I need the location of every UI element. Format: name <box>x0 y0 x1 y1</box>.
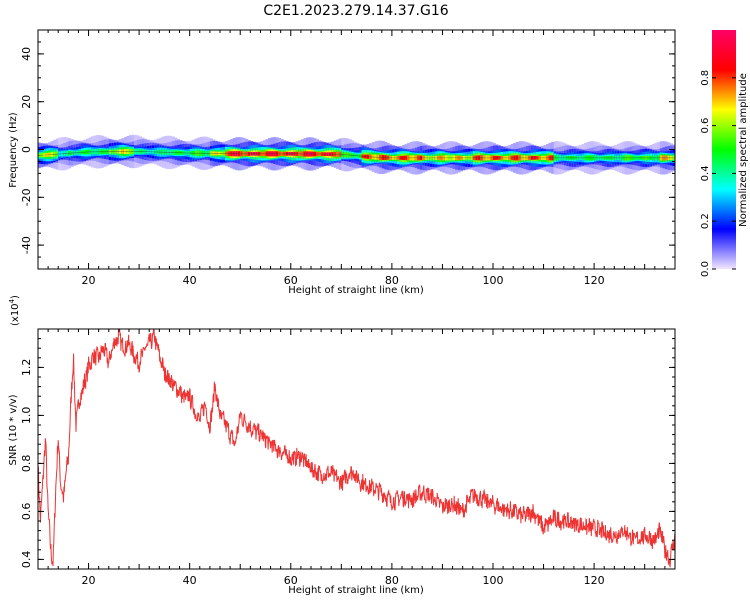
snr-ytick-label: 1.2 <box>20 359 33 377</box>
spectrogram-ytick-label: 40 <box>20 47 33 61</box>
colorbar-tick-label: 0.4 <box>700 165 711 181</box>
spectrogram-axis-ticks: 20 40 60 80 100 120 -40 -20 0 20 40 <box>20 29 676 287</box>
spectrogram-xlabel: Height of straight line (km) <box>288 285 424 296</box>
spectrogram-ylabel: Frequency (Hz) <box>8 112 19 188</box>
spectrogram-xtick-label: 100 <box>483 274 504 287</box>
snr-ytick-label: 0.4 <box>20 551 33 569</box>
colorbar-tick-label: 0.0 <box>700 261 711 277</box>
spectrogram-heatmap <box>38 134 675 175</box>
spectrogram-ytick-label: 0 <box>20 146 33 153</box>
spectrogram-xtick-label: 80 <box>385 274 399 287</box>
spectrogram-xtick-label: 120 <box>584 274 605 287</box>
snr-ytick-label: 0.6 <box>20 503 33 521</box>
colorbar-label: Normalized spectral amplitude <box>738 73 749 227</box>
snr-xtick-label: 40 <box>183 574 197 587</box>
figure-title: C2E1.2023.279.14.37.G16 <box>263 3 448 19</box>
colorbar: 0.0 0.2 0.4 0.6 0.8 Normalized spectral ampl… <box>700 30 749 277</box>
snr-xtick-label: 60 <box>284 574 298 587</box>
colorbar-gradient <box>712 30 736 269</box>
snr-xtick-label: 120 <box>584 574 605 587</box>
spectrogram-ytick-label: 20 <box>20 95 33 109</box>
snr-multiplier: (x104) <box>8 295 21 326</box>
spectrogram-xtick-label: 40 <box>183 274 197 287</box>
spectrogram-xtick-label: 20 <box>82 274 96 287</box>
spectrogram-ytick-label: -40 <box>20 236 33 254</box>
snr-ytick-label: 1.0 <box>20 407 33 425</box>
snr-ylabel: SNR (10 * v/v) <box>8 394 19 465</box>
snr-ytick-label: 0.8 <box>20 455 33 473</box>
snr-panel: 20 40 60 80 100 120 0.4 0.6 0.8 1.0 1.2 Height of … <box>8 295 676 596</box>
snr-xtick-label: 80 <box>385 574 399 587</box>
colorbar-ticks: 0.0 0.2 0.4 0.6 0.8 <box>700 70 736 277</box>
colorbar-tick-label: 0.8 <box>700 70 711 86</box>
snr-xlabel: Height of straight line (km) <box>288 585 424 596</box>
snr-series-line <box>38 329 675 568</box>
snr-xtick-label: 20 <box>82 574 96 587</box>
spectrogram-ytick-label: -20 <box>20 188 33 206</box>
snr-xtick-label: 100 <box>483 574 504 587</box>
spectrogram-panel: 20 40 60 80 100 120 -40 -20 0 20 40 Height of stra… <box>8 29 676 296</box>
colorbar-tick-label: 0.6 <box>700 118 711 134</box>
snr-frame <box>37 328 676 570</box>
colorbar-tick-label: 0.2 <box>700 213 711 229</box>
spectrogram-xtick-label: 60 <box>284 274 298 287</box>
heatmap-ridge-trace <box>38 151 675 159</box>
snr-axis-ticks: 20 40 60 80 100 120 0.4 0.6 0.8 1.0 1.2 <box>20 328 676 587</box>
